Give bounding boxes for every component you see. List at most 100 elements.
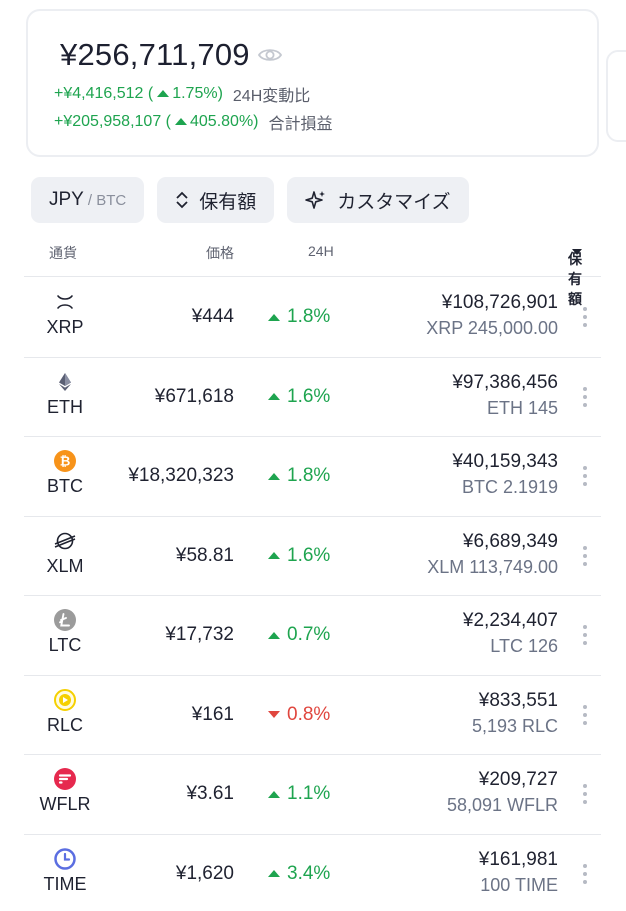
change-24h-label: 24H変動比 xyxy=(232,88,311,105)
sort-icon xyxy=(176,191,188,209)
up-arrow-icon xyxy=(268,472,280,480)
coin-change: 3.4% xyxy=(268,863,330,885)
coin-price: ¥3.61 xyxy=(186,783,234,804)
portfolio-summary-card: ¥256,711,709 +¥4,416,512 ( 1.75%) 24H変動比… xyxy=(26,9,599,157)
holding-value: ¥833,551 xyxy=(478,689,558,711)
holding-cell: ¥97,386,456 ETH 145 xyxy=(452,372,558,419)
up-arrow-icon xyxy=(268,313,280,321)
more-menu-icon[interactable] xyxy=(583,704,587,725)
holding-cell: ¥209,727 58,091 WFLR xyxy=(447,769,558,816)
more-menu-icon[interactable] xyxy=(583,545,587,566)
up-arrow-icon xyxy=(157,89,170,97)
holding-quantity: LTC 126 xyxy=(490,636,558,656)
coin-change-value: 3.4% xyxy=(287,862,331,884)
holding-quantity: XRP 245,000.00 xyxy=(426,318,558,338)
coin-cell: XRP xyxy=(24,290,106,338)
currency-toggle-chip[interactable]: JPY / BTC xyxy=(31,177,145,223)
coin-change: 1.6% xyxy=(268,386,330,408)
coin-price: ¥671,618 xyxy=(154,385,234,407)
down-arrow-icon xyxy=(268,711,280,718)
total-pl-pct: 405.80%) xyxy=(190,113,259,130)
more-menu-icon[interactable] xyxy=(583,863,587,884)
holding-value: ¥161,981 xyxy=(478,848,558,870)
sort-desc-icon xyxy=(572,249,582,255)
holding-cell: ¥2,234,407 LTC 126 xyxy=(463,610,558,657)
up-arrow-icon xyxy=(268,870,280,877)
asset-row-xlm[interactable]: XLM ¥58.81 1.6% ¥6,689,349 XLM 113,749.0… xyxy=(24,517,601,596)
coin-cell: TIME xyxy=(24,847,106,895)
customize-chip[interactable]: カスタマイズ xyxy=(287,177,469,223)
column-24h[interactable]: 24H xyxy=(308,243,334,259)
holding-cell: ¥833,551 5,193 RLC xyxy=(472,690,558,737)
more-menu-icon[interactable] xyxy=(583,466,587,486)
asset-row-wflr[interactable]: WFLR ¥3.61 1.1% ¥209,727 58,091 WFLR xyxy=(24,755,601,835)
column-currency[interactable]: 通貨 xyxy=(49,245,77,261)
coin-change-value: 1.8% xyxy=(287,465,331,486)
coin-symbol: BTC xyxy=(47,476,83,496)
coin-cell: ETH xyxy=(24,370,106,418)
holding-quantity: 100 TIME xyxy=(480,874,558,895)
asset-row-ltc[interactable]: LTC ¥17,732 0.7% ¥2,234,407 LTC 126 xyxy=(24,596,601,676)
filter-chips: JPY / BTC 保有額 カスタマイズ xyxy=(31,177,469,223)
coin-cell: RLC xyxy=(24,688,106,736)
holding-value: ¥6,689,349 xyxy=(462,530,558,552)
coin-symbol: RLC xyxy=(46,714,83,735)
up-arrow-icon xyxy=(175,117,187,125)
holding-quantity: XLM 113,749.00 xyxy=(427,556,558,577)
coin-change-value: 0.7% xyxy=(287,624,331,645)
asset-row-eth[interactable]: ETH ¥671,618 1.6% ¥97,386,456 ETH 145 xyxy=(24,358,601,437)
coin-price: ¥58.81 xyxy=(175,544,234,566)
eth-icon xyxy=(24,370,106,394)
change-24h-line: +¥4,416,512 ( 1.75%) 24H変動比 xyxy=(54,82,310,106)
coin-price: ¥18,320,323 xyxy=(128,465,234,486)
coin-change: 1.1% xyxy=(268,783,330,805)
coin-cell: XLM xyxy=(24,529,106,577)
total-pl-amount: +¥205,958,107 ( xyxy=(54,113,171,130)
coin-change: 1.8% xyxy=(268,465,330,487)
more-menu-icon[interactable] xyxy=(583,784,587,804)
coin-price: ¥17,732 xyxy=(165,624,234,645)
ltc-icon xyxy=(24,608,106,632)
more-menu-icon[interactable] xyxy=(583,625,587,645)
coin-symbol: XLM xyxy=(46,555,84,576)
table-header: 通貨 価格 24H 保有額 xyxy=(24,237,601,307)
coin-symbol: LTC xyxy=(48,635,82,655)
total-pl-label: 合計損益 xyxy=(268,116,333,133)
asset-row-rlc[interactable]: RLC ¥161 0.8% ¥833,551 5,193 RLC xyxy=(24,676,601,755)
sort-chip[interactable]: 保有額 xyxy=(157,177,275,223)
svg-text:₿: ₿ xyxy=(60,455,71,470)
customize-label: カスタマイズ xyxy=(337,191,451,213)
up-arrow-icon xyxy=(268,552,280,559)
next-card-peek[interactable] xyxy=(606,50,626,142)
coin-symbol: WFLR xyxy=(39,794,91,814)
wflr-icon xyxy=(24,767,106,791)
more-menu-icon[interactable] xyxy=(583,386,587,407)
coin-symbol: ETH xyxy=(47,396,83,417)
asset-row-time[interactable]: TIME ¥1,620 3.4% ¥161,981 100 TIME xyxy=(24,835,601,911)
column-price[interactable]: 価格 xyxy=(206,245,234,261)
up-arrow-icon xyxy=(268,790,280,798)
portfolio-total: ¥256,711,709 xyxy=(60,37,282,73)
portfolio-total-value: ¥256,711,709 xyxy=(60,37,250,72)
coin-symbol: TIME xyxy=(43,873,87,894)
coin-cell: LTC xyxy=(24,608,106,656)
coin-cell: WFLR xyxy=(24,767,106,815)
holding-quantity: 58,091 WFLR xyxy=(446,795,558,815)
rlc-icon xyxy=(24,688,106,712)
holding-cell: ¥108,726,901 XRP 245,000.00 xyxy=(426,292,558,339)
coin-price: ¥444 xyxy=(191,306,234,327)
currency-main-label: JPY xyxy=(49,189,84,210)
coin-change: 0.8% xyxy=(268,704,330,726)
coin-change: 0.7% xyxy=(268,624,330,646)
xlm-icon xyxy=(24,529,106,553)
asset-row-btc[interactable]: ₿ BTC ¥18,320,323 1.8% ¥40,159,343 BTC 2… xyxy=(24,437,601,517)
coin-price: ¥161 xyxy=(191,703,234,725)
asset-list: XRP ¥444 1.8% ¥108,726,901 XRP 245,000.0… xyxy=(24,278,601,911)
time-icon xyxy=(24,847,106,871)
coin-price: ¥1,620 xyxy=(175,862,234,884)
coin-symbol: XRP xyxy=(46,317,84,337)
asset-row-xrp[interactable]: XRP ¥444 1.8% ¥108,726,901 XRP 245,000.0… xyxy=(24,278,601,358)
eye-icon[interactable] xyxy=(257,47,282,63)
more-menu-icon[interactable] xyxy=(583,307,587,327)
up-arrow-icon xyxy=(268,631,280,639)
